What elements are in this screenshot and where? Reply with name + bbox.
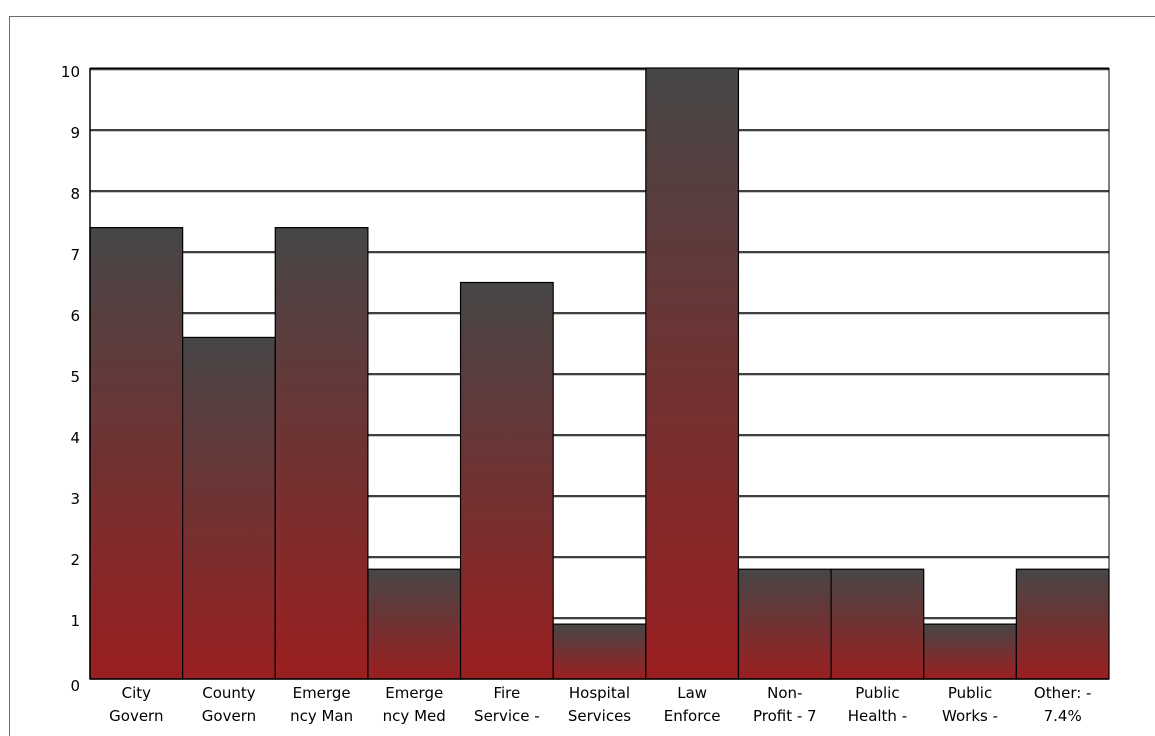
x-tick-label: Public Works - bbox=[942, 684, 998, 725]
x-tick-labels: City Govern County Govern Emerge ncy Man Emerg… bbox=[109, 684, 1091, 725]
bar bbox=[459, 281, 554, 680]
y-tick-label: 2 bbox=[70, 551, 80, 569]
bar bbox=[1015, 568, 1110, 680]
x-tick-label: Emerge ncy Med bbox=[383, 684, 446, 725]
y-tick-label: 0 bbox=[70, 677, 80, 695]
y-tick-labels: 0 1 2 3 4 5 6 7 8 9 10 bbox=[61, 63, 80, 695]
y-tick-label: 8 bbox=[70, 185, 80, 203]
x-tick-label: Fire Service - bbox=[474, 684, 540, 725]
y-tick-label: 3 bbox=[70, 490, 80, 508]
y-tick-label: 1 bbox=[70, 612, 80, 630]
x-tick-label: Emerge ncy Man bbox=[290, 684, 353, 725]
chart-frame bbox=[9, 16, 1155, 736]
y-tick-label: 9 bbox=[70, 124, 80, 142]
bar bbox=[645, 67, 740, 680]
bar bbox=[367, 568, 462, 680]
bars bbox=[89, 67, 1110, 680]
x-tick-label: Hospital Services bbox=[568, 684, 631, 725]
axes bbox=[89, 68, 1110, 680]
bar bbox=[89, 227, 184, 680]
gridlines bbox=[90, 67, 1109, 620]
x-tick-label: Other: -7.4% bbox=[1034, 684, 1092, 725]
bar bbox=[182, 336, 276, 680]
gridline bbox=[90, 129, 1109, 132]
bar bbox=[552, 623, 647, 680]
bar bbox=[737, 568, 832, 680]
x-tick-label: City Govern bbox=[109, 684, 163, 725]
y-tick-label: 7 bbox=[70, 246, 80, 264]
x-tick-label: Public Health - bbox=[848, 684, 907, 725]
x-tick-label: Law Enforce bbox=[664, 684, 721, 725]
y-tick-label: 10 bbox=[61, 63, 80, 81]
y-tick-label: 4 bbox=[70, 429, 80, 447]
y-tick-label: 5 bbox=[70, 368, 80, 386]
x-tick-label: Non-Profit - 7 bbox=[753, 684, 817, 725]
y-tick-label: 6 bbox=[70, 307, 80, 325]
gridline bbox=[90, 190, 1109, 193]
x-tick-label: County Govern bbox=[202, 684, 256, 725]
gridline bbox=[90, 68, 1109, 71]
gridline bbox=[90, 251, 1109, 254]
gridline bbox=[90, 312, 1109, 315]
bar bbox=[274, 227, 369, 680]
bar bbox=[923, 623, 1017, 680]
bar bbox=[830, 568, 925, 680]
